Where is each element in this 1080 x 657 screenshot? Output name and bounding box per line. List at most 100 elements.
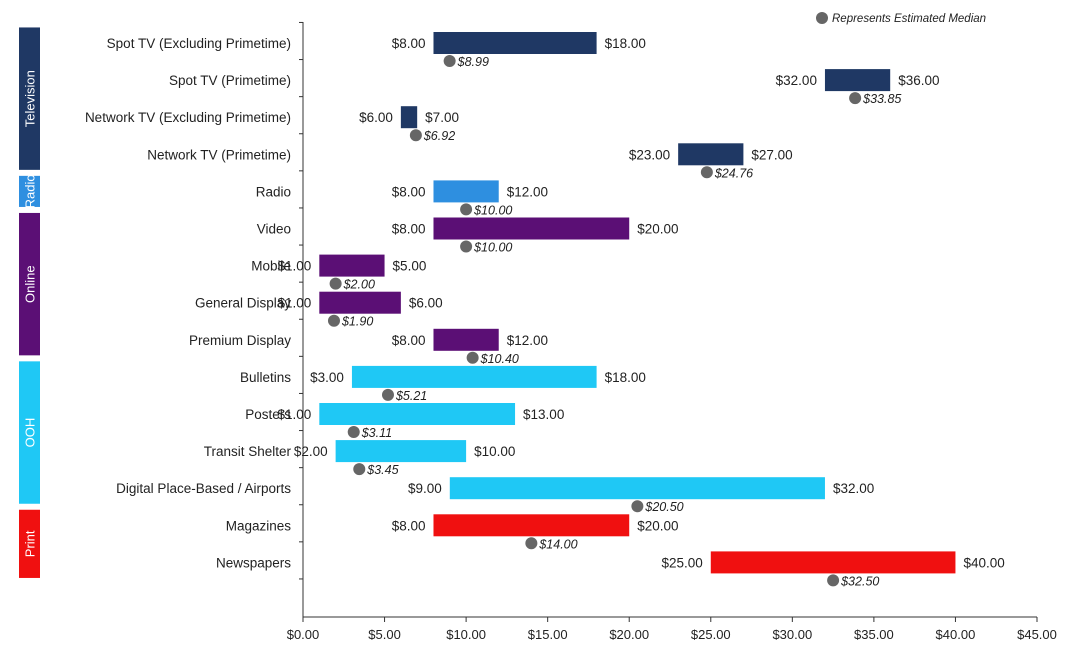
low-value-label: $8.00 [392, 36, 426, 51]
low-value-label: $23.00 [629, 147, 670, 162]
high-value-label: $40.00 [963, 555, 1004, 570]
category-label: Network TV (Primetime) [147, 147, 291, 162]
high-value-label: $6.00 [409, 296, 443, 311]
range-bar [710, 551, 956, 574]
low-value-label: $32.00 [776, 73, 817, 88]
category-label: Posters [245, 407, 291, 422]
range-bar [319, 291, 401, 314]
low-value-label: $2.00 [294, 444, 328, 459]
low-value-label: $3.00 [310, 370, 344, 385]
high-value-label: $36.00 [898, 73, 939, 88]
legend-label: Represents Estimated Median [832, 13, 986, 25]
low-value-label: $8.00 [392, 518, 426, 533]
median-value-label: $8.99 [457, 55, 489, 69]
low-value-label: $9.00 [408, 481, 442, 496]
low-value-label: $8.00 [392, 222, 426, 237]
category-label: Newspapers [216, 555, 291, 570]
group-band-radio [19, 175, 40, 207]
category-label: Bulletins [240, 370, 291, 385]
range-bar [824, 69, 891, 92]
high-value-label: $18.00 [605, 36, 646, 51]
median-marker [443, 55, 456, 67]
range-bar [400, 106, 418, 129]
high-value-label: $12.00 [507, 333, 548, 348]
group-label-television: Television [23, 70, 38, 127]
median-value-label: $10.40 [480, 352, 519, 366]
x-tick-label: $35.00 [854, 627, 894, 642]
median-marker [329, 277, 342, 290]
x-tick-label: $25.00 [691, 627, 731, 642]
range-bar [433, 217, 630, 240]
low-value-label: $1.00 [278, 259, 312, 274]
median-marker [827, 574, 840, 587]
bars-layer: Spot TV (Excluding Primetime) $8.00 $18.00… [85, 32, 1005, 588]
range-bar [433, 180, 499, 203]
median-marker [460, 240, 473, 253]
range-bar [449, 477, 825, 500]
median-value-label: $10.00 [473, 203, 512, 217]
median-marker [460, 203, 473, 216]
group-band-print [19, 509, 40, 578]
category-label: Digital Place-Based / Airports [116, 481, 291, 496]
median-value-label: $1.90 [341, 315, 373, 329]
median-value-label: $24.76 [714, 166, 753, 180]
group-label-radio: Radio [23, 174, 38, 208]
median-marker [347, 426, 360, 438]
median-value-label: $14.00 [538, 537, 577, 551]
high-value-label: $32.00 [833, 481, 874, 496]
median-marker-legend-icon [816, 12, 828, 24]
median-marker [525, 537, 538, 550]
median-value-label: $3.45 [366, 463, 398, 477]
range-bar [433, 32, 597, 54]
median-value-label: $6.92 [423, 129, 455, 143]
range-bar [335, 440, 467, 463]
legend: Represents Estimated Median [816, 12, 986, 25]
category-label: Spot TV (Excluding Primetime) [107, 36, 291, 51]
high-value-label: $20.00 [637, 518, 678, 533]
x-tick-label: $20.00 [609, 627, 649, 642]
high-value-label: $18.00 [605, 370, 646, 385]
category-label: Radio [256, 184, 291, 199]
x-tick-label: $40.00 [936, 627, 976, 642]
range-bar [433, 328, 499, 351]
median-marker [466, 351, 479, 364]
high-value-label: $20.00 [637, 222, 678, 237]
group-label-ooh: OOH [23, 418, 38, 448]
x-tick-label: $5.00 [368, 627, 401, 642]
median-value-label: $10.00 [473, 241, 512, 255]
category-label: Network TV (Excluding Primetime) [85, 110, 291, 125]
high-value-label: $27.00 [751, 147, 792, 162]
range-bar [319, 403, 516, 425]
high-value-label: $13.00 [523, 407, 564, 422]
low-value-label: $8.00 [392, 184, 426, 199]
median-value-label: $32.50 [840, 574, 879, 588]
range-bar [351, 365, 597, 388]
median-marker [700, 166, 713, 179]
median-marker [353, 463, 366, 476]
median-marker [849, 92, 862, 105]
median-value-label: $3.11 [361, 426, 392, 440]
low-value-label: $1.00 [278, 407, 312, 422]
median-value-label: $5.21 [395, 389, 427, 403]
category-label: Mobile [251, 259, 291, 274]
low-value-label: $6.00 [359, 110, 393, 125]
median-marker [409, 129, 422, 142]
category-label: Premium Display [189, 333, 291, 348]
x-tick-label: $10.00 [446, 627, 486, 642]
range-bar [678, 143, 744, 166]
median-value-label: $2.00 [343, 278, 375, 292]
low-value-label: $25.00 [661, 555, 702, 570]
group-label-print: Print [23, 530, 38, 557]
median-value-label: $20.50 [644, 500, 683, 514]
high-value-label: $10.00 [474, 444, 515, 459]
high-value-label: $12.00 [507, 184, 548, 199]
group-band-online [19, 212, 40, 356]
category-label: Spot TV (Primetime) [169, 73, 291, 88]
category-label: Magazines [226, 518, 292, 533]
high-value-label: $5.00 [393, 259, 427, 274]
median-marker [327, 314, 340, 327]
low-value-label: $1.00 [278, 296, 312, 311]
group-label-online: Online [23, 265, 38, 303]
x-tick-label: $30.00 [772, 627, 812, 642]
